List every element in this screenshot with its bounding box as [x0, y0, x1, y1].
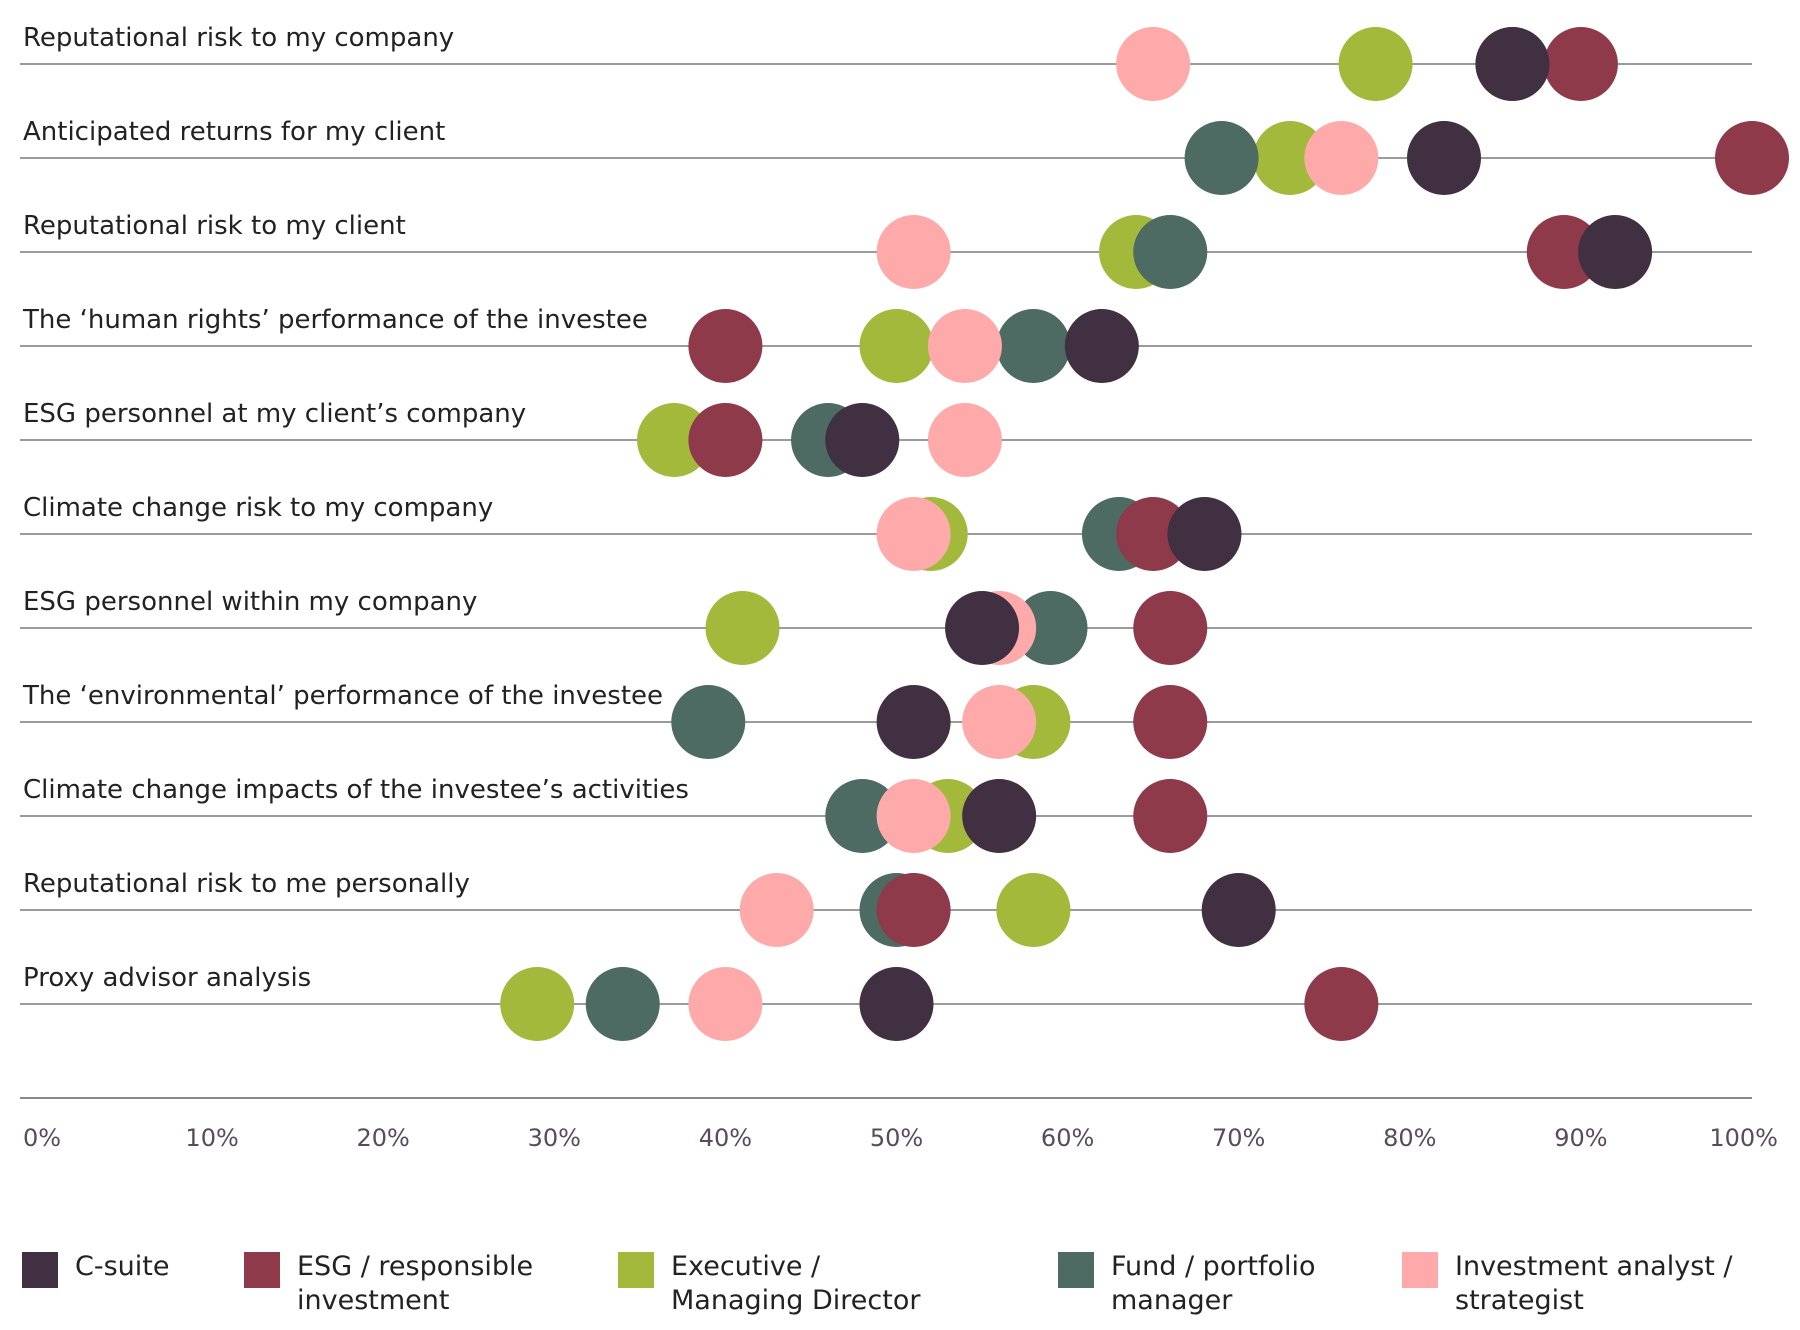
dot-esg-responsible-investment: ESG / responsible investment: 51%	[876, 873, 951, 947]
dot-executive-managing-director: Executive / Managing Director: 73%	[1253, 121, 1328, 195]
dot-c-suite: C-suite: 70%	[1201, 873, 1276, 947]
dot-investment-analyst-strategist: Investment analyst / strategist: 51%	[876, 215, 951, 289]
x-tick-label: 40%	[699, 1124, 752, 1152]
legend-label: Fund / portfolio manager	[1111, 1251, 1316, 1316]
dot-fund-portfolio-manager: Fund / portfolio manager: 39%	[671, 685, 746, 759]
dot-investment-analyst-strategist: Investment analyst / strategist: 40%	[688, 967, 763, 1041]
legend-label: C-suite	[75, 1251, 170, 1282]
x-tick-label: 50%	[870, 1124, 923, 1152]
dot-fund-portfolio-manager: Fund / portfolio manager: 58%	[996, 309, 1071, 383]
x-tick-label: 20%	[357, 1124, 410, 1152]
legend-item-fund-portfolio-manager: Fund / portfolio manager	[1058, 1250, 1358, 1318]
x-tick-label: 10%	[185, 1124, 238, 1152]
dot-fund-portfolio-manager: Fund / portfolio manager: 48%	[825, 779, 900, 853]
legend-label: ESG / responsible investment	[297, 1251, 534, 1316]
legend-swatch	[1058, 1252, 1094, 1288]
dot-fund-portfolio-manager: Fund / portfolio manager: 34%	[585, 967, 660, 1041]
dot-executive-managing-director: Executive / Managing Director: 50%	[859, 309, 934, 383]
dot-c-suite: C-suite: 62%	[1064, 309, 1139, 383]
dot-investment-analyst-strategist: Investment analyst / strategist: 54%	[927, 309, 1002, 383]
row-label: ESG personnel at my client’s company	[23, 399, 526, 429]
legend-item-esg-responsible-investment: ESG / responsible investment	[244, 1250, 544, 1318]
row-label: Reputational risk to me personally	[23, 869, 470, 899]
dot-c-suite: C-suite: 86%	[1475, 27, 1550, 101]
dot-executive-managing-director: Executive / Managing Director: 58%	[996, 873, 1071, 947]
dot-investment-analyst-strategist: Investment analyst / strategist: 54%	[927, 403, 1002, 477]
legend-item-investment-analyst-strategist: Investment analyst / strategist	[1402, 1250, 1762, 1318]
dot-esg-responsible-investment: ESG / responsible investment: 66%	[1133, 779, 1208, 853]
dot-c-suite: C-suite: 82%	[1407, 121, 1482, 195]
dot-c-suite: C-suite: 50%	[859, 967, 934, 1041]
dot-investment-analyst-strategist: Investment analyst / strategist: 51%	[876, 779, 951, 853]
dot-c-suite: C-suite: 48%	[825, 403, 900, 477]
x-tick-label: 90%	[1554, 1124, 1607, 1152]
legend-label: Investment analyst / strategist	[1455, 1251, 1733, 1316]
dot-c-suite: C-suite: 55%	[945, 591, 1020, 665]
dot-executive-managing-director: Executive / Managing Director: 29%	[500, 967, 575, 1041]
dot-investment-analyst-strategist: Investment analyst / strategist: 56%	[962, 685, 1037, 759]
chart-dots: Executive / Managing Director: 78%Execut…	[500, 27, 1789, 1041]
legend-swatch	[1402, 1252, 1438, 1288]
dot-executive-managing-director: Executive / Managing Director: 41%	[705, 591, 780, 665]
dot-executive-managing-director: Executive / Managing Director: 37%	[637, 403, 712, 477]
dot-investment-analyst-strategist: Investment analyst / strategist: 65%	[1116, 27, 1191, 101]
dot-esg-responsible-investment: ESG / responsible investment: 90%	[1543, 27, 1618, 101]
row-label: Reputational risk to my company	[23, 23, 454, 53]
dot-investment-analyst-strategist: Investment analyst / strategist: 43%	[739, 873, 814, 947]
legend-item-executive-managing-director: Executive / Managing Director	[618, 1250, 958, 1318]
dot-esg-responsible-investment: ESG / responsible investment: 89%	[1526, 215, 1601, 289]
row-label: Climate change impacts of the investee’s…	[23, 775, 689, 805]
legend-item-c-suite: C-suite	[22, 1250, 202, 1288]
legend-label: Executive / Managing Director	[671, 1251, 921, 1316]
dot-fund-portfolio-manager: Fund / portfolio manager: 69%	[1184, 121, 1259, 195]
dot-esg-responsible-investment: ESG / responsible investment: 76%	[1304, 967, 1379, 1041]
dot-chart: Reputational risk to my company Anticipat…	[20, 23, 1789, 1152]
x-tick-label: 80%	[1383, 1124, 1436, 1152]
x-tick-label: 30%	[528, 1124, 581, 1152]
dot-fund-portfolio-manager: Fund / portfolio manager: 66%	[1133, 215, 1208, 289]
dot-esg-responsible-investment: ESG / responsible investment: 65%	[1116, 497, 1191, 571]
dot-esg-responsible-investment: ESG / responsible investment: 66%	[1133, 591, 1208, 665]
dot-fund-portfolio-manager: Fund / portfolio manager: 59%	[1013, 591, 1088, 665]
row-label: The ‘environmental’ performance of the i…	[22, 681, 663, 711]
row-label: Reputational risk to my client	[23, 211, 406, 241]
dot-executive-managing-director: Executive / Managing Director: 78%	[1338, 27, 1413, 101]
legend-swatch	[244, 1252, 280, 1288]
dot-esg-responsible-investment: ESG / responsible investment: 100%	[1715, 121, 1789, 195]
dot-c-suite: C-suite: 68%	[1167, 497, 1242, 571]
dot-investment-analyst-strategist: Investment analyst / strategist: 76%	[1304, 121, 1379, 195]
dot-c-suite: C-suite: 56%	[962, 779, 1037, 853]
row-label: Proxy advisor analysis	[23, 963, 311, 993]
dot-c-suite: C-suite: 51%	[876, 685, 951, 759]
legend: C-suite ESG / responsible investment Exe…	[22, 1250, 1782, 1330]
legend-swatch	[22, 1252, 58, 1288]
row-label: Anticipated returns for my client	[23, 117, 445, 147]
row-label: The ‘human rights’ performance of the in…	[22, 305, 648, 335]
legend-swatch	[618, 1252, 654, 1288]
dot-esg-responsible-investment: ESG / responsible investment: 66%	[1133, 685, 1208, 759]
dot-esg-responsible-investment: ESG / responsible investment: 40%	[688, 403, 763, 477]
row-label: ESG personnel within my company	[23, 587, 477, 617]
x-tick-label: 70%	[1212, 1124, 1265, 1152]
x-axis-ticks: 0% 10% 20% 30% 40% 50% 60% 70% 80% 90% 100%	[23, 1124, 1778, 1152]
row-label: Climate change risk to my company	[23, 493, 493, 523]
x-tick-label: 60%	[1041, 1124, 1094, 1152]
dot-esg-responsible-investment: ESG / responsible investment: 40%	[688, 309, 763, 383]
dot-investment-analyst-strategist: Investment analyst / strategist: 51%	[876, 497, 951, 571]
dot-c-suite: C-suite: 92%	[1578, 215, 1653, 289]
x-tick-label: 100%	[1709, 1124, 1778, 1152]
x-tick-label: 0%	[23, 1124, 61, 1152]
